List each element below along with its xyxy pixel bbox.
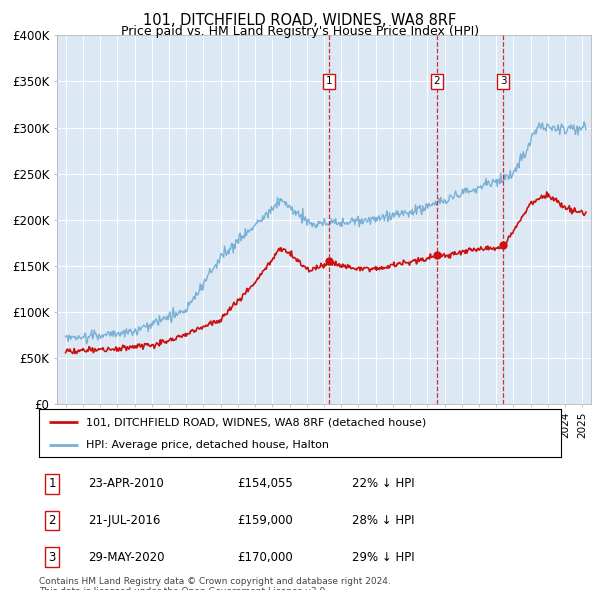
Text: Price paid vs. HM Land Registry's House Price Index (HPI): Price paid vs. HM Land Registry's House … [121,25,479,38]
Text: 21-JUL-2016: 21-JUL-2016 [89,514,161,527]
Text: 1: 1 [48,477,56,490]
Text: 2: 2 [48,514,56,527]
Text: 29-MAY-2020: 29-MAY-2020 [89,550,165,563]
Text: 3: 3 [49,550,56,563]
Text: HPI: Average price, detached house, Halton: HPI: Average price, detached house, Halt… [86,440,329,450]
Text: 28% ↓ HPI: 28% ↓ HPI [352,514,415,527]
Text: 3: 3 [500,77,506,87]
Text: 101, DITCHFIELD ROAD, WIDNES, WA8 8RF (detached house): 101, DITCHFIELD ROAD, WIDNES, WA8 8RF (d… [86,417,426,427]
Text: 2: 2 [434,77,440,87]
Text: 22% ↓ HPI: 22% ↓ HPI [352,477,415,490]
Text: 29% ↓ HPI: 29% ↓ HPI [352,550,415,563]
Text: 23-APR-2010: 23-APR-2010 [89,477,164,490]
Text: 1: 1 [326,77,332,87]
Text: £170,000: £170,000 [238,550,293,563]
Text: Contains HM Land Registry data © Crown copyright and database right 2024.
This d: Contains HM Land Registry data © Crown c… [39,577,391,590]
Text: £154,055: £154,055 [238,477,293,490]
Text: £159,000: £159,000 [238,514,293,527]
Text: 101, DITCHFIELD ROAD, WIDNES, WA8 8RF: 101, DITCHFIELD ROAD, WIDNES, WA8 8RF [143,13,457,28]
